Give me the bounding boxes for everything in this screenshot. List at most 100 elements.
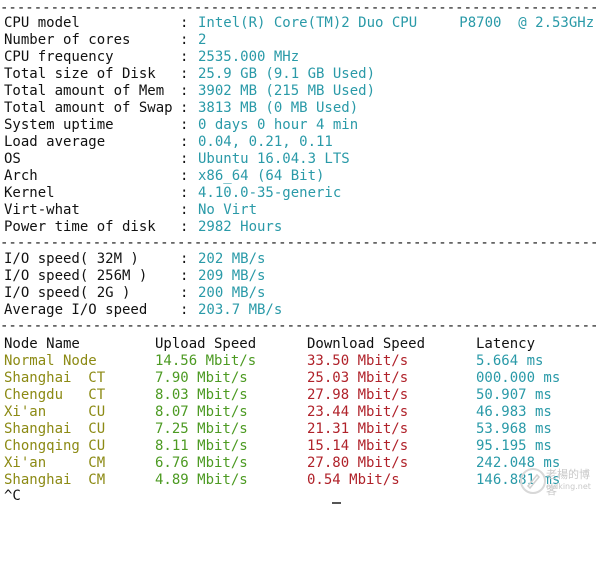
node-name: Shanghai CT: [4, 370, 106, 386]
terminal-prompt: ^C: [4, 488, 21, 504]
upload-speed: 8.07 Mbit/s: [155, 404, 248, 420]
io-value: 203.7 MB/s: [198, 302, 283, 318]
latency: 95.195 ms: [476, 438, 552, 454]
upload-speed: 7.25 Mbit/s: [155, 421, 248, 437]
latency: 46.983 ms: [476, 404, 552, 420]
node-name: Xi'an CU: [4, 404, 106, 420]
watermark: 老楊的博客 oldking.net: [520, 466, 598, 500]
latency: 000.000 ms: [476, 370, 561, 386]
latency: 242.048 ms: [476, 455, 561, 471]
node-name: Chongqing CU: [4, 438, 106, 454]
sysinfo-label: System uptime: [4, 117, 114, 133]
download-speed: 33.50 Mbit/s: [307, 353, 409, 369]
colon: :: [180, 134, 189, 150]
io-row: I/O speed( 2G ) : 200 MB/s: [4, 285, 265, 302]
sysinfo-value: 0 days 0 hour 4 min: [198, 117, 359, 133]
speedtest-row: Shanghai CM 4.89 Mbit/s 0.54 Mbit/s 146.…: [4, 472, 560, 489]
colon: :: [180, 219, 189, 235]
io-value: 200 MB/s: [198, 285, 266, 301]
colon: :: [180, 49, 189, 65]
latency: 53.968 ms: [476, 421, 552, 437]
node-name: Xi'an CM: [4, 455, 106, 471]
io-label: I/O speed( 256M ): [4, 268, 148, 284]
node-name: Normal Node: [4, 353, 97, 369]
latency: 5.664 ms: [476, 353, 544, 369]
sysinfo-value: x86_64 (64 Bit): [198, 168, 325, 184]
download-speed: 23.44 Mbit/s: [307, 404, 409, 420]
sysinfo-row: Virt-what : No Virt: [4, 202, 257, 219]
watermark-text: 老楊的博客: [546, 468, 590, 497]
upload-speed: 7.90 Mbit/s: [155, 370, 248, 386]
colon: :: [180, 202, 189, 218]
colon: :: [180, 100, 189, 116]
separator-line: ----------------------------------------…: [0, 318, 600, 334]
io-label: I/O speed( 2G ): [4, 285, 131, 301]
upload-speed: 4.89 Mbit/s: [155, 472, 248, 488]
io-label: Average I/O speed: [4, 302, 148, 318]
sysinfo-label: CPU model: [4, 15, 80, 31]
colon: :: [180, 117, 189, 133]
speedtest-row: Chengdu CT 8.03 Mbit/s 27.98 Mbit/s 50.9…: [4, 387, 552, 404]
sysinfo-label: Number of cores: [4, 32, 131, 48]
speedtest-row: Shanghai CU 7.25 Mbit/s 21.31 Mbit/s 53.…: [4, 421, 552, 438]
colon: :: [180, 15, 189, 31]
separator-line: ----------------------------------------…: [0, 235, 600, 251]
sysinfo-row: Load average : 0.04, 0.21, 0.11: [4, 134, 333, 151]
io-row: I/O speed( 256M ) : 209 MB/s: [4, 268, 265, 285]
sysinfo-value: 2: [198, 32, 207, 48]
io-value: 202 MB/s: [198, 251, 266, 267]
node-name: Shanghai CM: [4, 472, 106, 488]
sysinfo-value: 0.04, 0.21, 0.11: [198, 134, 333, 150]
colon: :: [180, 66, 189, 82]
sysinfo-row: Total amount of Mem : 3902 MB (215 MB Us…: [4, 83, 375, 100]
sysinfo-row: CPU frequency : 2535.000 MHz: [4, 49, 299, 66]
sysinfo-label: Kernel: [4, 185, 55, 201]
sysinfo-row: Total size of Disk : 25.9 GB (9.1 GB Use…: [4, 66, 375, 83]
header-node-name: Node Name: [4, 336, 80, 352]
speedtest-header: Node Name Upload Speed Download Speed La…: [4, 336, 535, 353]
sysinfo-row: Arch : x86_64 (64 Bit): [4, 168, 324, 185]
sysinfo-value: No Virt: [198, 202, 258, 218]
sysinfo-value: 2535.000 MHz: [198, 49, 300, 65]
sysinfo-label: Virt-what: [4, 202, 80, 218]
io-row: Average I/O speed : 203.7 MB/s: [4, 302, 282, 319]
terminal-window[interactable]: ----------------------------------------…: [0, 0, 600, 505]
sysinfo-value: 4.10.0-35-generic: [198, 185, 342, 201]
text-cursor: [332, 502, 341, 504]
speedtest-row: Xi'an CU 8.07 Mbit/s 23.44 Mbit/s 46.983…: [4, 404, 552, 421]
colon: :: [180, 32, 189, 48]
watermark-url: oldking.net: [546, 482, 591, 491]
separator-line: ----------------------------------------…: [0, 0, 600, 16]
sysinfo-label: OS: [4, 151, 21, 167]
speedtest-row: Normal Node 14.56 Mbit/s 33.50 Mbit/s 5.…: [4, 353, 543, 370]
sysinfo-row: CPU model : Intel(R) Core(TM)2 Duo CPU P…: [4, 15, 594, 32]
colon: :: [180, 185, 189, 201]
upload-speed: 14.56 Mbit/s: [155, 353, 257, 369]
upload-speed: 8.11 Mbit/s: [155, 438, 248, 454]
header-upload-speed: Upload Speed: [155, 336, 257, 352]
sysinfo-row: System uptime : 0 days 0 hour 4 min: [4, 117, 358, 134]
download-speed: 25.03 Mbit/s: [307, 370, 409, 386]
sysinfo-row: Kernel : 4.10.0-35-generic: [4, 185, 341, 202]
colon: :: [180, 168, 189, 184]
header-latency: Latency: [476, 336, 536, 352]
node-name: Shanghai CU: [4, 421, 106, 437]
speedtest-row: Xi'an CM 6.76 Mbit/s 27.80 Mbit/s 242.04…: [4, 455, 560, 472]
sysinfo-value: 3902 MB (215 MB Used): [198, 83, 376, 99]
sysinfo-value: Ubuntu 16.04.3 LTS: [198, 151, 350, 167]
io-label: I/O speed( 32M ): [4, 251, 139, 267]
colon: :: [180, 251, 189, 267]
download-speed: 21.31 Mbit/s: [307, 421, 409, 437]
speedtest-row: Chongqing CU 8.11 Mbit/s 15.14 Mbit/s 95…: [4, 438, 552, 455]
node-name: Chengdu CT: [4, 387, 106, 403]
colon: :: [180, 268, 189, 284]
colon: :: [180, 151, 189, 167]
colon: :: [180, 83, 189, 99]
sysinfo-value: 2982 Hours: [198, 219, 283, 235]
sysinfo-row: OS : Ubuntu 16.04.3 LTS: [4, 151, 350, 168]
colon: :: [180, 285, 189, 301]
download-speed: 15.14 Mbit/s: [307, 438, 409, 454]
speedtest-row: Shanghai CT 7.90 Mbit/s 25.03 Mbit/s 000…: [4, 370, 560, 387]
io-row: I/O speed( 32M ) : 202 MB/s: [4, 251, 265, 268]
sysinfo-label: Power time of disk: [4, 219, 156, 235]
